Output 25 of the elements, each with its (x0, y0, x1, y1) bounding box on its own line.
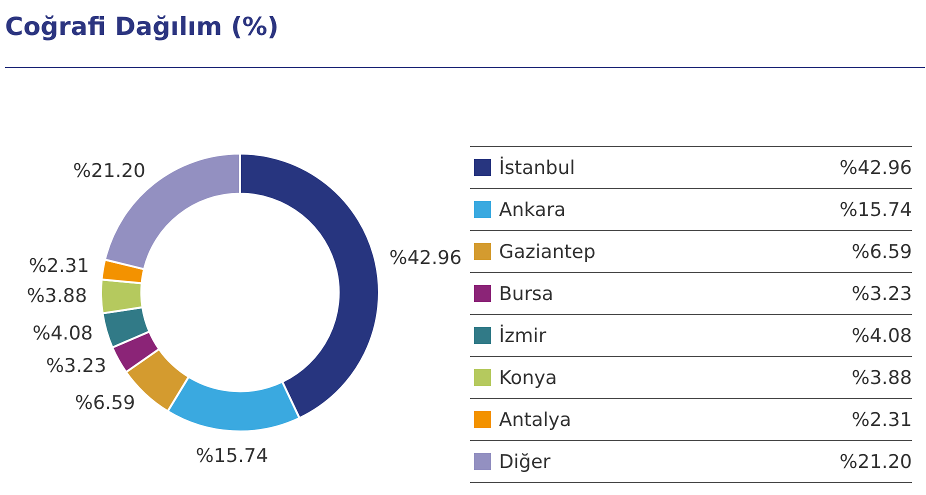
data-label: %21.20 (73, 160, 146, 182)
legend-label: Gaziantep (470, 230, 750, 272)
text: %3.88 (852, 366, 912, 388)
data-label: %3.23 (46, 354, 106, 377)
legend-label: İstanbul (470, 146, 750, 188)
text: %15.74 (840, 198, 912, 220)
data-label: %6.59 (74, 392, 136, 414)
text: %42.96 (840, 156, 912, 178)
legend-label: Bursa (470, 272, 750, 314)
data-label: %4.08 (32, 322, 93, 345)
data-label: %42.96 (389, 246, 462, 269)
text: %3.23 (852, 282, 912, 304)
text: %2.31 (852, 408, 912, 430)
chart-title: Coğrafi Dağılım (%) (5, 8, 925, 68)
text: %6.59 (852, 240, 912, 262)
legend-label: Antalya (470, 398, 750, 440)
data-label: %2.31 (28, 255, 90, 278)
data-label: %15.74 (196, 445, 268, 468)
legend-label: Diğer (470, 440, 750, 482)
legend-label: Ankara (470, 188, 750, 230)
text: %4.08 (852, 324, 912, 346)
data-label: %3.88 (26, 284, 88, 307)
text: %21.20 (840, 450, 912, 472)
legend-label: Konya (470, 356, 750, 398)
legend-label: İzmir (470, 314, 750, 356)
